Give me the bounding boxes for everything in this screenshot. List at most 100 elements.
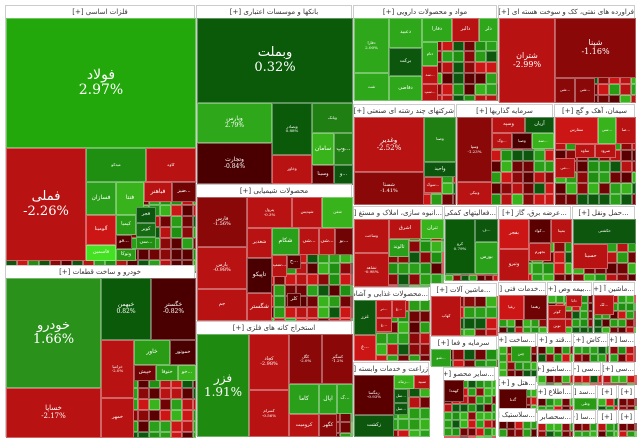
minor-tile[interactable]	[566, 194, 577, 205]
stock-tile[interactable]: دتام	[422, 42, 438, 66]
stock-tile[interactable]: دقاضی	[389, 76, 422, 101]
stock-tile[interactable]: ...کواد	[529, 219, 551, 243]
minor-tile[interactable]	[193, 227, 196, 238]
minor-tile[interactable]	[160, 205, 171, 216]
stock-tile[interactable]: شپدیس	[292, 197, 322, 228]
minor-tile[interactable]	[523, 194, 534, 205]
stock-tile[interactable]: خمهر	[101, 398, 134, 438]
minor-tile[interactable]	[594, 319, 602, 327]
minor-tile[interactable]	[617, 274, 628, 281]
minor-tile[interactable]	[453, 275, 461, 281]
minor-tile[interactable]	[621, 161, 632, 172]
minor-tile[interactable]	[582, 375, 590, 383]
stock-tile[interactable]: ...نر	[376, 300, 392, 318]
minor-tile[interactable]	[442, 95, 453, 101]
minor-tile[interactable]	[340, 263, 351, 274]
minor-tile[interactable]	[603, 375, 611, 383]
minor-tile[interactable]	[453, 95, 464, 101]
minor-tile[interactable]	[574, 354, 582, 362]
minor-tile[interactable]	[632, 161, 636, 172]
minor-tile[interactable]	[409, 355, 420, 361]
minor-tile[interactable]	[420, 419, 430, 430]
minor-tile[interactable]	[340, 422, 351, 433]
stock-tile[interactable]: سبید	[414, 375, 430, 389]
stock-tile[interactable]: ...شی	[575, 78, 595, 103]
stock-tile[interactable]: کچاد -2.98%	[249, 334, 289, 390]
minor-tile[interactable]	[452, 436, 460, 438]
minor-tile[interactable]	[634, 303, 636, 311]
stock-tile[interactable]: بفجر	[499, 219, 529, 249]
minor-tile[interactable]	[160, 410, 171, 421]
minor-tile[interactable]	[468, 412, 476, 420]
minor-tile[interactable]	[376, 355, 387, 361]
minor-tile[interactable]	[554, 354, 562, 362]
minor-tile[interactable]	[628, 274, 636, 281]
minor-tile[interactable]	[635, 375, 637, 383]
minor-tile[interactable]	[609, 95, 620, 103]
minor-tile[interactable]	[193, 238, 196, 249]
minor-tile[interactable]	[484, 420, 492, 428]
minor-tile[interactable]	[193, 388, 196, 399]
minor-tile[interactable]	[621, 172, 632, 183]
minor-tile[interactable]	[409, 397, 420, 408]
stock-tile[interactable]: نوین	[548, 319, 566, 333]
minor-tile[interactable]	[420, 252, 431, 263]
minor-tile[interactable]	[602, 319, 610, 327]
stock-tile[interactable]: تاپیکو	[247, 258, 272, 293]
minor-tile[interactable]	[499, 421, 507, 429]
stock-tile[interactable]: وطی	[574, 398, 597, 410]
minor-tile[interactable]	[582, 346, 590, 354]
sector-header[interactable]: ...سا [+]	[610, 334, 634, 347]
minor-tile[interactable]	[468, 428, 476, 436]
minor-tile[interactable]	[296, 307, 307, 318]
minor-tile[interactable]	[555, 194, 566, 205]
minor-tile[interactable]	[546, 423, 554, 431]
minor-tile[interactable]	[555, 183, 566, 194]
minor-tile[interactable]	[486, 73, 497, 84]
minor-tile[interactable]	[182, 227, 193, 238]
minor-tile[interactable]	[492, 404, 496, 412]
minor-tile[interactable]	[562, 375, 570, 383]
minor-tile[interactable]	[546, 375, 554, 383]
stock-tile[interactable]: کیمیا	[116, 215, 136, 235]
minor-tile[interactable]	[626, 354, 634, 362]
minor-tile[interactable]	[599, 183, 610, 194]
stock-tile[interactable]: ...وپ	[334, 133, 353, 165]
minor-tile[interactable]	[464, 95, 475, 101]
stock-tile[interactable]: کروميت	[289, 414, 319, 437]
minor-tile[interactable]	[538, 375, 546, 383]
stock-tile[interactable]: غزر	[354, 300, 376, 335]
minor-tile[interactable]	[610, 161, 621, 172]
minor-tile[interactable]	[598, 431, 606, 437]
stock-tile[interactable]: کوثر	[548, 305, 566, 319]
minor-tile[interactable]	[566, 183, 577, 194]
stock-tile[interactable]: دلر	[479, 18, 498, 42]
minor-tile[interactable]	[606, 274, 617, 281]
minor-tile[interactable]	[523, 161, 534, 172]
stock-tile[interactable]: خموتور	[170, 340, 196, 365]
minor-tile[interactable]	[534, 161, 545, 172]
minor-tile[interactable]	[554, 346, 562, 354]
minor-tile[interactable]	[582, 423, 590, 431]
minor-tile[interactable]	[618, 346, 626, 354]
stock-tile[interactable]: ...بو	[335, 228, 353, 255]
minor-tile[interactable]	[329, 307, 340, 318]
stock-tile[interactable]: کاما	[289, 384, 319, 414]
stock-tile[interactable]: فسازان	[86, 182, 116, 215]
minor-tile[interactable]	[618, 354, 626, 362]
minor-tile[interactable]	[554, 431, 562, 437]
sector-header[interactable]: ...کاش [+]	[574, 334, 607, 347]
stock-tile[interactable]: کسرام -0.56%	[249, 390, 289, 437]
minor-tile[interactable]	[617, 263, 628, 274]
minor-tile[interactable]	[274, 307, 285, 318]
minor-tile[interactable]	[468, 396, 476, 404]
minor-tile[interactable]	[573, 274, 584, 281]
minor-tile[interactable]	[138, 432, 149, 438]
minor-tile[interactable]	[546, 354, 554, 362]
minor-tile[interactable]	[486, 51, 497, 62]
stock-tile[interactable]: ...زماه	[394, 375, 414, 389]
minor-tile[interactable]	[409, 344, 420, 355]
minor-tile[interactable]	[574, 375, 582, 383]
minor-tile[interactable]	[621, 194, 632, 205]
minor-tile[interactable]	[318, 307, 329, 318]
